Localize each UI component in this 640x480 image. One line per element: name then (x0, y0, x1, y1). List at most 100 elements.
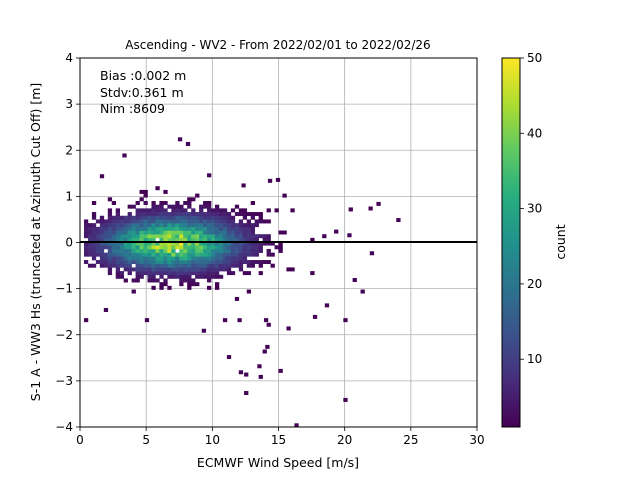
histogram-cell (175, 223, 180, 228)
histogram-cell (226, 223, 232, 228)
histogram-cell (246, 289, 252, 294)
histogram-cell (99, 241, 105, 246)
histogram-cell (226, 230, 232, 235)
histogram-cell (111, 252, 117, 257)
histogram-cell (238, 237, 244, 242)
histogram-cell (234, 223, 240, 228)
histogram-cell (151, 237, 156, 242)
histogram-cell (191, 245, 196, 250)
histogram-cell (183, 200, 188, 205)
histogram-cell (135, 223, 140, 228)
histogram-cell (191, 226, 196, 231)
histogram-cell (147, 208, 152, 213)
histogram-cell (111, 215, 117, 220)
histogram-cell (222, 248, 228, 253)
colorbar-ticks: 50 40 30 20 10 (520, 51, 542, 366)
histogram-cell (155, 278, 160, 283)
histogram-cell (226, 241, 232, 246)
histogram-cell (163, 248, 168, 253)
histogram-cell (155, 252, 160, 257)
histogram-cell (159, 200, 164, 205)
histogram-cell (195, 230, 200, 235)
histogram-cell (115, 252, 120, 257)
histogram-cell (250, 234, 255, 239)
histogram-cell (250, 223, 255, 228)
histogram-cell (246, 260, 252, 265)
histogram-cell (87, 248, 93, 253)
histogram-cell (234, 245, 240, 250)
histogram-cell (139, 256, 144, 261)
histogram-cell (183, 234, 188, 239)
histogram-cell (234, 204, 240, 209)
histogram-cell (222, 263, 228, 268)
histogram-cell (218, 260, 224, 265)
histogram-cell (211, 245, 216, 250)
histogram-cell (159, 234, 164, 239)
histogram-cell (207, 256, 212, 261)
histogram-cell (218, 241, 224, 246)
histogram-cell (127, 230, 132, 235)
histogram-cell (159, 274, 164, 279)
histogram-cell (119, 248, 124, 253)
histogram-cell (135, 215, 140, 220)
histogram-cell (234, 252, 240, 257)
histogram-cell (207, 260, 212, 265)
histogram-cell (195, 226, 200, 231)
histogram-cell (242, 226, 248, 231)
histogram-cell (175, 245, 180, 250)
histogram-cell (159, 267, 164, 272)
histogram-cell (83, 260, 89, 265)
histogram-cell (163, 263, 168, 268)
histogram-cell (135, 274, 140, 279)
histogram-cell (119, 234, 124, 239)
histogram-cell (195, 256, 200, 261)
histogram-cell (107, 245, 113, 250)
histogram-cell (222, 212, 228, 217)
histogram-cell (175, 208, 180, 213)
histogram-cell (343, 318, 348, 323)
histogram-cell (203, 237, 208, 242)
histogram-cell (159, 282, 164, 287)
histogram-cell (115, 223, 120, 228)
histogram-cell (171, 245, 176, 250)
histogram-cell (207, 230, 212, 235)
histogram-cell (127, 245, 132, 250)
histogram-cell (99, 256, 105, 261)
histogram-cell (226, 212, 232, 217)
histogram-cell (211, 234, 216, 239)
histogram-cell (159, 223, 164, 228)
histogram-cell (179, 278, 184, 283)
histogram-cell (246, 212, 252, 217)
histogram-cell (183, 208, 188, 213)
histogram-cell (171, 208, 176, 213)
histogram-cell (155, 230, 160, 235)
histogram-cell (191, 230, 196, 235)
histogram-cell (127, 256, 132, 261)
histogram-cell (218, 274, 224, 279)
histogram-cell (347, 233, 352, 238)
histogram-cell (155, 248, 160, 253)
histogram-cell (191, 197, 196, 202)
histogram-cell (199, 219, 204, 224)
histogram-cell (159, 252, 164, 257)
histogram-cell (179, 204, 184, 209)
histogram-cell (151, 234, 156, 239)
histogram-cell (115, 215, 120, 220)
histogram-cell (226, 237, 232, 242)
y-tick-label: 1 (65, 189, 73, 203)
histogram-cell (167, 252, 172, 257)
histogram-cell (343, 397, 348, 402)
histogram-cell (376, 201, 381, 206)
histogram-cell (207, 271, 212, 276)
histogram-cell (171, 212, 176, 217)
histogram-cell (187, 219, 192, 224)
histogram-cell (214, 260, 220, 265)
histogram-cell (250, 248, 255, 253)
histogram-cell (226, 271, 232, 276)
histogram-cell (222, 234, 228, 239)
histogram-cell (179, 212, 184, 217)
histogram-cell (199, 248, 204, 253)
histogram-cell (222, 245, 228, 250)
histogram-cell (163, 267, 168, 272)
histogram-cell (175, 212, 180, 217)
